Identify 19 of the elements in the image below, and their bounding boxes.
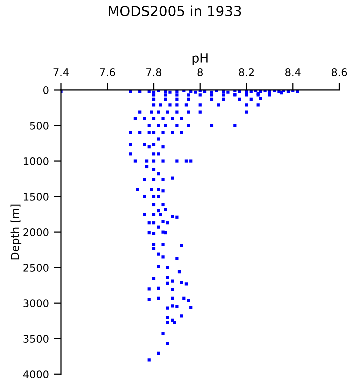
chart-title: MODS2005 in 1933 <box>109 6 242 17</box>
y-tick-label: 4000 <box>23 370 49 379</box>
x-tick-label: 8.2 <box>239 68 254 76</box>
y-tick-label: 1000 <box>24 158 49 166</box>
x-tick-label: 7.8 <box>146 68 162 76</box>
x-tick-label: 8.6 <box>332 68 348 76</box>
y-tick-label: 3500 <box>24 335 49 343</box>
y-tick-label: 3000 <box>24 300 49 308</box>
y-tick-label: 500 <box>30 122 49 130</box>
x-tick-label: 7.4 <box>54 68 69 76</box>
x-tick-label: 8.4 <box>286 68 301 76</box>
y-tick-label: 2000 <box>24 228 49 236</box>
x-tick-label: 8 <box>198 68 203 76</box>
x-tick-label: 7.6 <box>100 68 116 76</box>
y-tick-label: 1500 <box>24 193 49 201</box>
y-tick-label: 0 <box>44 86 49 94</box>
y-axis-title: Depth [m] <box>10 204 22 260</box>
x-axis-title: pH <box>192 54 208 66</box>
y-tick-label: 2500 <box>24 264 49 272</box>
